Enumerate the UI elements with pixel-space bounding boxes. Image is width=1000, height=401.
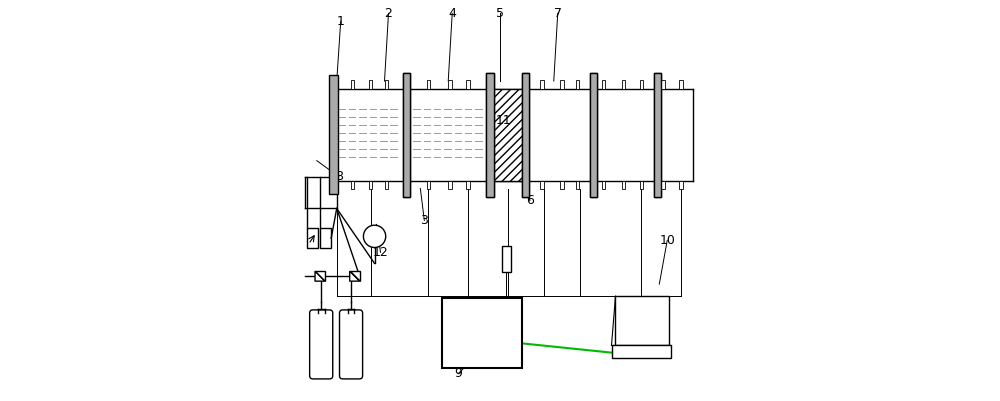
Bar bbox=[640, 180, 643, 189]
Bar bbox=[560, 180, 564, 189]
Text: 4: 4 bbox=[448, 7, 456, 20]
Bar bbox=[590, 73, 597, 196]
Bar bbox=[602, 180, 605, 189]
Text: 2: 2 bbox=[385, 7, 392, 20]
Bar bbox=[540, 80, 544, 89]
Bar bbox=[486, 73, 494, 196]
FancyBboxPatch shape bbox=[310, 310, 333, 379]
Bar bbox=[486, 73, 494, 196]
Bar bbox=[654, 73, 661, 196]
Text: 1: 1 bbox=[337, 15, 345, 28]
Bar bbox=[679, 180, 683, 189]
Bar bbox=[351, 80, 354, 89]
Text: 3: 3 bbox=[420, 214, 428, 227]
Bar bbox=[369, 180, 372, 189]
Circle shape bbox=[467, 306, 477, 316]
FancyBboxPatch shape bbox=[340, 310, 363, 379]
Bar bbox=[369, 80, 372, 89]
Bar bbox=[442, 298, 522, 368]
Text: 7: 7 bbox=[554, 7, 562, 20]
Bar bbox=[522, 73, 529, 196]
Circle shape bbox=[502, 306, 512, 316]
Bar bbox=[576, 80, 579, 89]
Text: 12: 12 bbox=[373, 246, 388, 259]
Bar bbox=[427, 80, 430, 89]
Bar bbox=[640, 80, 643, 89]
Bar bbox=[502, 246, 511, 272]
Bar bbox=[307, 229, 318, 248]
Text: 5: 5 bbox=[496, 7, 504, 20]
Bar bbox=[385, 180, 388, 189]
Circle shape bbox=[449, 306, 459, 316]
Bar bbox=[560, 80, 564, 89]
Bar bbox=[615, 296, 669, 345]
Bar bbox=[403, 73, 410, 196]
Bar bbox=[320, 229, 331, 248]
Bar bbox=[504, 252, 509, 266]
Text: 6: 6 bbox=[526, 194, 534, 207]
Bar bbox=[427, 180, 430, 189]
Bar bbox=[622, 80, 625, 89]
Bar bbox=[466, 180, 470, 189]
Bar bbox=[490, 89, 526, 180]
Bar bbox=[622, 180, 625, 189]
Bar bbox=[466, 80, 470, 89]
Bar bbox=[590, 73, 597, 196]
Polygon shape bbox=[350, 271, 360, 281]
Bar bbox=[448, 180, 452, 189]
Polygon shape bbox=[350, 271, 360, 281]
Bar bbox=[540, 180, 544, 189]
Text: 9: 9 bbox=[454, 367, 462, 380]
Bar bbox=[661, 180, 665, 189]
Circle shape bbox=[484, 306, 494, 316]
Bar bbox=[448, 80, 452, 89]
Bar bbox=[403, 73, 410, 196]
Text: 11: 11 bbox=[496, 114, 512, 128]
Bar bbox=[679, 80, 683, 89]
Bar bbox=[329, 75, 338, 194]
Bar bbox=[661, 80, 665, 89]
Polygon shape bbox=[315, 271, 325, 281]
Text: 8: 8 bbox=[335, 170, 343, 183]
Circle shape bbox=[363, 225, 386, 247]
Bar bbox=[522, 73, 529, 196]
Bar bbox=[654, 73, 661, 196]
Bar bbox=[385, 80, 388, 89]
Text: 10: 10 bbox=[659, 234, 675, 247]
Bar bbox=[602, 80, 605, 89]
Polygon shape bbox=[315, 271, 325, 281]
Bar bbox=[612, 345, 671, 358]
Bar bbox=[351, 180, 354, 189]
Bar bbox=[576, 180, 579, 189]
